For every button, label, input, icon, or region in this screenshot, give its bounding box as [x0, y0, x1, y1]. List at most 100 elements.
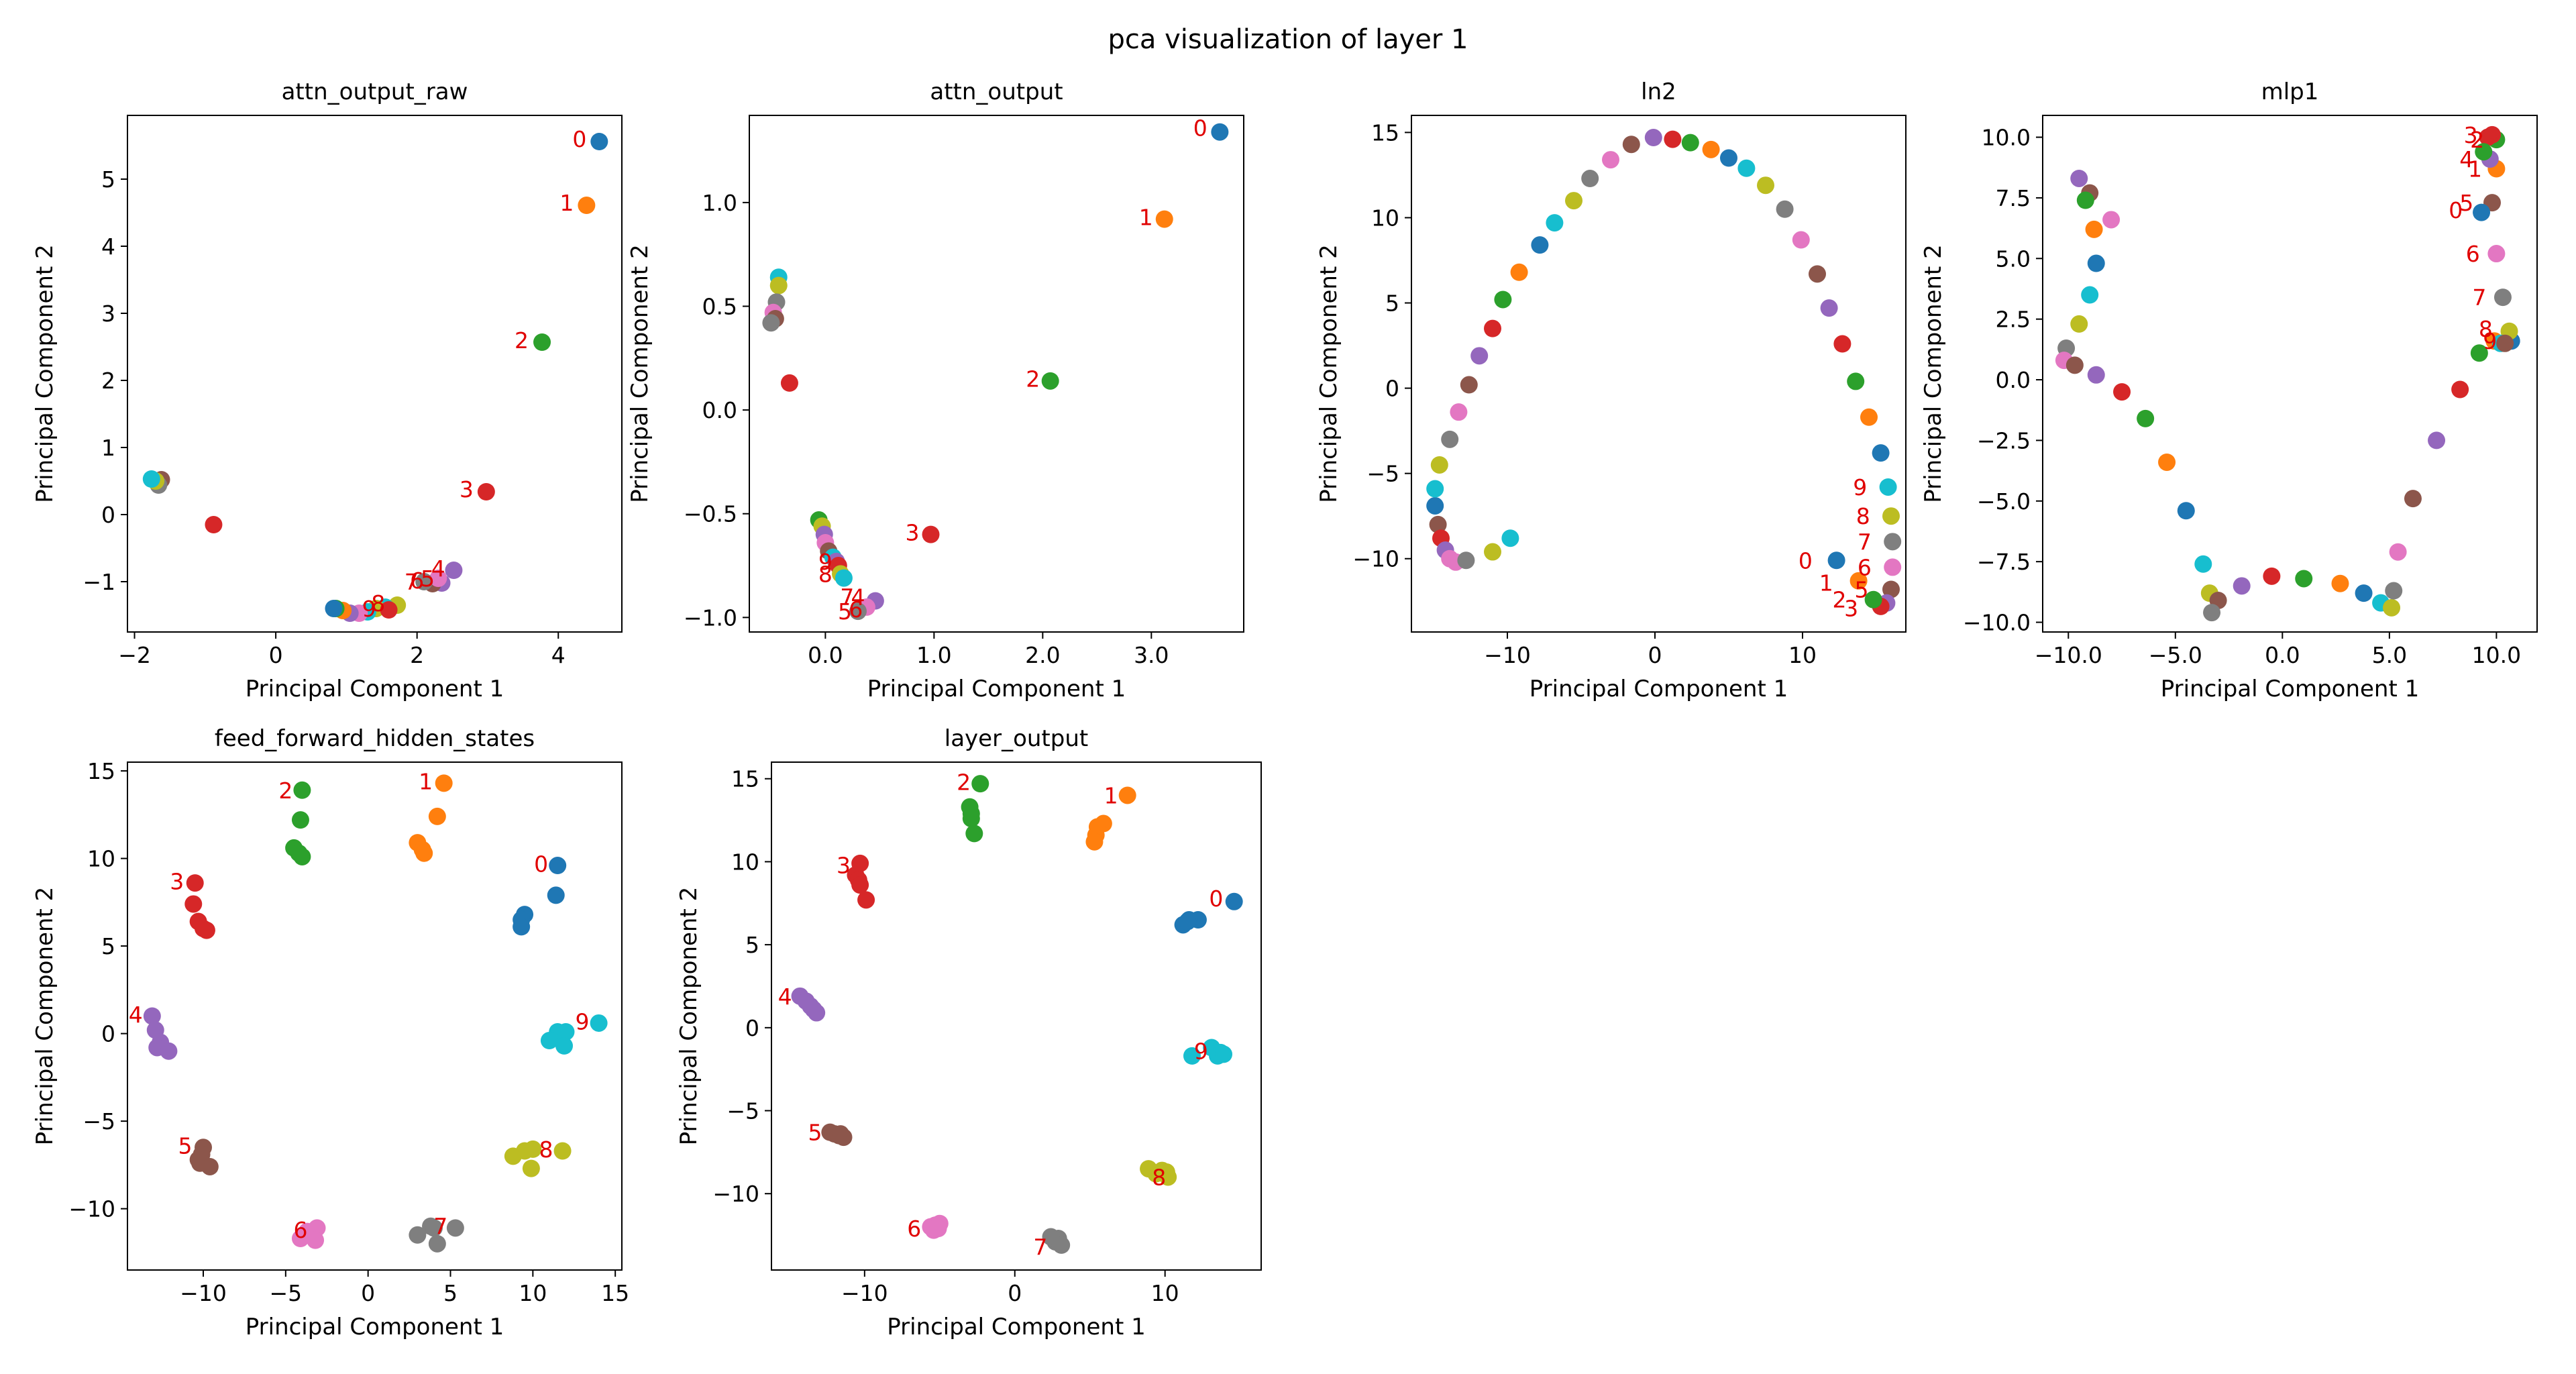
y-tick-label: −2.5: [1977, 427, 2031, 454]
data-point: [524, 1140, 542, 1158]
data-point: [1157, 1163, 1175, 1181]
data-point: [201, 1157, 219, 1175]
axes-frame: [127, 115, 623, 633]
data-point: [445, 562, 463, 579]
data-point: [1664, 130, 1682, 148]
data-point: [1581, 170, 1599, 188]
subplot-title: attn_output: [930, 78, 1063, 105]
data-point: [1085, 833, 1104, 851]
data-point: [1225, 892, 1243, 910]
y-tick-label: −7.5: [1977, 549, 2031, 575]
data-point: [2085, 220, 2103, 238]
y-tick-label: 0: [101, 502, 115, 528]
y-tick-label: 0.5: [702, 293, 737, 319]
data-point: [1860, 408, 1878, 426]
data-point: [1757, 176, 1774, 195]
y-axis-label: Principal Component 2: [1316, 244, 1342, 503]
x-tick-label: 2: [410, 642, 424, 668]
data-point: [2087, 366, 2105, 384]
data-point: [1470, 347, 1489, 365]
x-tick-label: 10: [1151, 1280, 1179, 1306]
x-tick-label: 5.0: [2372, 642, 2407, 668]
y-tick-label: 15: [87, 758, 115, 784]
x-tick-label: 0: [1008, 1280, 1022, 1306]
data-point: [477, 483, 495, 500]
cluster-label: 0: [1193, 115, 1208, 142]
cluster-label: 8: [371, 590, 385, 617]
data-point: [1882, 507, 1900, 525]
cluster-label: 8: [818, 561, 833, 587]
cluster-label: 7: [2472, 284, 2486, 311]
cluster-label: 4: [2459, 146, 2473, 172]
data-point: [2493, 288, 2512, 307]
y-tick-label: 10: [1371, 205, 1399, 231]
cluster-label: 3: [460, 476, 474, 503]
data-point: [769, 276, 788, 295]
y-tick-label: 15: [731, 766, 759, 792]
data-point: [965, 825, 983, 843]
subplot-title: layer_output: [945, 725, 1088, 752]
cluster-label: 1: [2468, 156, 2482, 182]
data-point: [2076, 191, 2094, 209]
data-point: [184, 895, 203, 913]
y-tick-label: 0.0: [702, 397, 737, 423]
data-point: [1622, 136, 1640, 154]
y-tick-label: 15: [1371, 119, 1399, 146]
data-point: [446, 1219, 464, 1237]
data-point: [1426, 496, 1444, 515]
data-point: [2194, 555, 2212, 573]
cluster-label: 2: [1833, 587, 1847, 613]
y-axis-label: Principal Component 2: [676, 887, 702, 1146]
data-point: [962, 810, 980, 828]
data-point: [143, 1007, 161, 1025]
data-point: [2487, 245, 2506, 263]
cluster-label: 1: [1139, 205, 1153, 231]
x-tick-label: 2.0: [1025, 642, 1060, 668]
cluster-label: 7: [405, 569, 419, 595]
data-point: [1484, 319, 1501, 337]
x-tick-label: 0.0: [808, 642, 843, 668]
data-point: [293, 781, 311, 799]
data-point: [549, 857, 567, 875]
y-tick-label: −10: [1352, 546, 1399, 572]
y-tick-label: 5: [101, 933, 115, 959]
cluster-label: 6: [849, 596, 863, 623]
data-point: [1792, 231, 1810, 249]
data-point: [1215, 1045, 1233, 1063]
data-point: [762, 314, 780, 332]
cluster-label: 0: [2449, 197, 2463, 223]
data-point: [2233, 577, 2251, 595]
data-point: [513, 918, 531, 936]
y-tick-label: 3: [101, 301, 115, 327]
cluster-label: 8: [539, 1137, 553, 1163]
data-point: [1531, 236, 1549, 254]
cluster-label: 2: [1026, 366, 1040, 392]
cluster-label: 0: [534, 851, 548, 877]
cluster-label: 5: [1855, 576, 1869, 602]
cluster-label: 6: [2466, 241, 2480, 267]
data-point: [1872, 444, 1890, 462]
data-point: [851, 876, 869, 894]
subplot-4: mlp1 32 14 506 7 89 −10.0 −5.0 0.0 5.0 10.0 −10.0 −7…: [1920, 78, 2538, 702]
x-axis-label: Principal Component 1: [2161, 676, 2420, 702]
data-point: [808, 1004, 826, 1022]
y-tick-label: 10: [87, 846, 115, 872]
data-point: [425, 1219, 443, 1237]
data-point: [205, 516, 223, 533]
data-point: [553, 1142, 572, 1160]
data-point: [1460, 376, 1478, 394]
data-point: [142, 470, 160, 488]
data-point: [2451, 380, 2469, 399]
data-point: [857, 891, 875, 909]
x-axis-label: Principal Component 1: [246, 1314, 504, 1340]
axes-frame: [127, 761, 623, 1271]
data-point: [2158, 453, 2176, 471]
cluster-label: 7: [840, 584, 854, 610]
data-point: [1430, 456, 1448, 474]
cluster-label: 0: [572, 126, 586, 152]
data-point: [2385, 582, 2403, 600]
subplot-5: feed_forward_hidden_states 0 1 2 3 4 5 6 7 8 9 −10 −…: [32, 725, 629, 1340]
